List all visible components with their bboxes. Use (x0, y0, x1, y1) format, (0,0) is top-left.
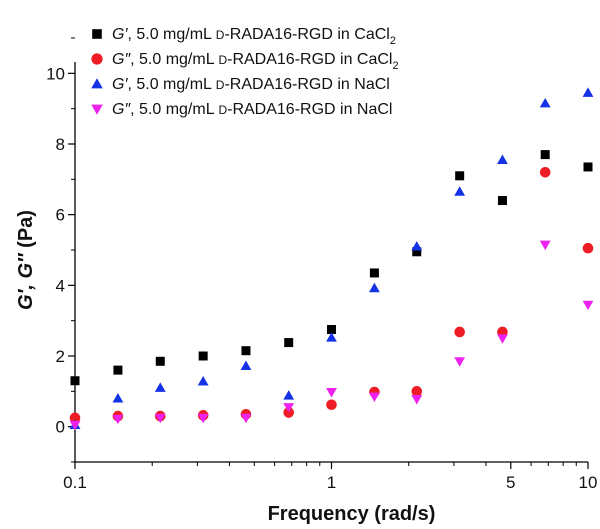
series-2 (69, 166, 594, 424)
legend-marker (91, 78, 103, 89)
y-tick-label: 0 (56, 418, 65, 437)
legend-marker (91, 104, 103, 115)
data-point (283, 390, 295, 400)
legend-marker (91, 53, 103, 65)
legend-salt: CaCl (354, 26, 390, 43)
legend-peptide: -RADA16-RGD in (227, 101, 357, 118)
data-point (369, 392, 380, 403)
legend-prefix: D (218, 103, 227, 117)
series-1 (70, 150, 593, 386)
ticks: 0 2 4 6 8 10 0.1 1 5 10 (46, 37, 598, 492)
legend-conc: , 5.0 mg/mL (130, 101, 218, 118)
series-4 (69, 240, 594, 431)
data-point (582, 300, 594, 311)
data-point (539, 97, 551, 108)
data-point (241, 346, 251, 356)
data-point (283, 403, 295, 413)
series-3 (69, 87, 594, 429)
legend-entry: G″, 5.0 mg/mL D-RADA16-RGD in CaCl2 (112, 51, 399, 72)
legend-salt: NaCl (357, 101, 393, 118)
legend-conc: , 5.0 mg/mL (130, 51, 218, 68)
data-point (112, 414, 124, 425)
y-axis-title: G′, G″ (Pa) (15, 210, 37, 310)
legend-entry: G′, 5.0 mg/mL D-RADA16-RGD in NaCl (112, 76, 390, 93)
data-point (69, 412, 81, 424)
legend-marker (92, 29, 102, 39)
y-tick-label: 2 (56, 347, 65, 366)
data-point (539, 166, 551, 178)
x-tick-label: 10 (579, 473, 598, 492)
data-point (411, 386, 423, 397)
legend-subscript: 2 (390, 35, 396, 47)
data-point (197, 376, 209, 386)
data-point (582, 242, 594, 254)
y-tick-label: 10 (46, 64, 65, 83)
legend-modulus: G″ (112, 101, 131, 118)
data-point (113, 365, 123, 375)
data-point (240, 360, 252, 370)
data-point (198, 351, 208, 361)
legend-conc: , 5.0 mg/mL (127, 76, 215, 93)
legend-modulus: G″ (112, 51, 131, 68)
y-tick-label: 4 (56, 276, 65, 295)
data-point (540, 150, 550, 160)
y-tick-label: 6 (56, 206, 65, 225)
data-point (197, 413, 209, 424)
legend-prefix: D (218, 53, 227, 67)
data-point (327, 325, 336, 334)
data-point (326, 387, 337, 398)
data-point (497, 334, 508, 344)
legend-entry: G″, 5.0 mg/mL D-RADA16-RGD in NaCl (112, 101, 392, 118)
y-axis-title-unit: (Pa) (15, 210, 37, 248)
data-point (154, 413, 166, 424)
legend-modulus: G′ (112, 26, 128, 43)
data-point (539, 240, 551, 251)
data-point (497, 154, 508, 164)
data-point (497, 196, 507, 206)
data-point (240, 413, 252, 424)
data-point (582, 87, 594, 97)
data-point (412, 247, 422, 257)
legend-salt: CaCl (357, 51, 393, 68)
data-point (455, 171, 465, 181)
y-tick-label: 8 (56, 135, 65, 154)
data-point (284, 338, 294, 348)
data-point (70, 376, 80, 386)
x-tick-label: 1 (327, 473, 336, 492)
legend-peptide: -RADA16-RGD in (224, 26, 354, 43)
data-point (154, 382, 166, 392)
data-point (411, 395, 423, 405)
legend-prefix: D (216, 78, 225, 92)
data-point (155, 356, 165, 366)
legend-modulus: G′ (112, 76, 128, 93)
data-point (454, 326, 465, 338)
data-point (454, 186, 466, 196)
data-point (326, 399, 337, 411)
x-tick-label: 0.1 (63, 473, 87, 492)
data-point (69, 420, 81, 431)
legend-salt: NaCl (354, 76, 390, 93)
data-point (369, 268, 379, 278)
legend-peptide: -RADA16-RGD in (224, 76, 354, 93)
data-marks (69, 87, 594, 431)
legend-peptide: -RADA16-RGD in (227, 51, 357, 68)
data-point (369, 282, 380, 293)
x-axis-title: Frequency (rad/s) (268, 503, 436, 525)
data-point (326, 332, 337, 342)
data-point (112, 393, 124, 403)
y-axis-title-symbols: G′, G″ (15, 248, 37, 310)
legend-entry: G′, 5.0 mg/mL D-RADA16-RGD in CaCl2 (112, 26, 396, 47)
legend-prefix: D (216, 28, 225, 42)
data-point (583, 162, 593, 172)
data-point (454, 357, 466, 367)
data-point (411, 241, 423, 251)
legend-subscript: 2 (392, 60, 398, 72)
legend-conc: , 5.0 mg/mL (127, 26, 215, 43)
x-tick-label: 5 (506, 473, 515, 492)
